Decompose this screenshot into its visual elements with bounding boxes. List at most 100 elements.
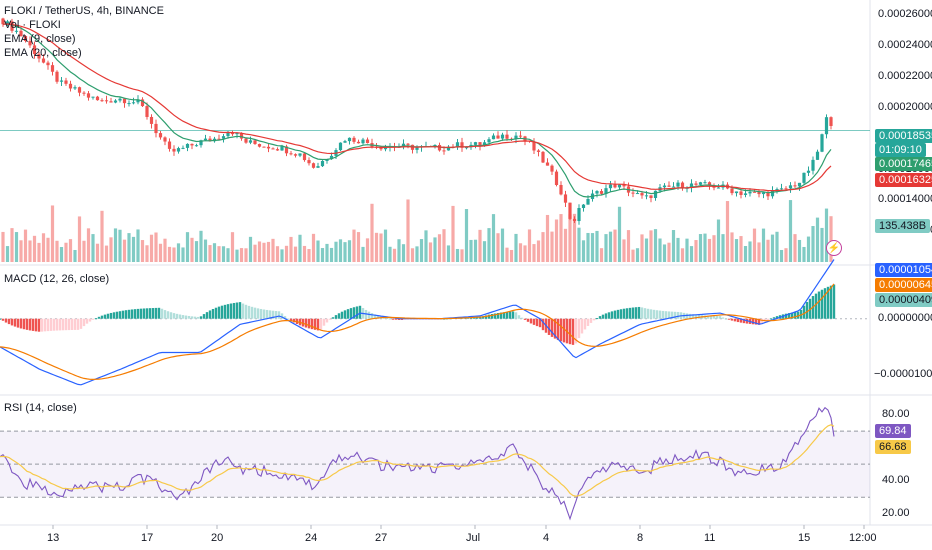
macd-histogram-bar (496, 312, 500, 319)
macd-histogram-bar (82, 318, 86, 327)
time-axis-label: 4 (543, 532, 550, 544)
macd-histogram-bar (91, 318, 95, 320)
macd-histogram-bar (568, 318, 572, 345)
macd-histogram-bar (139, 308, 143, 319)
macd-legend[interactable]: MACD (12, 26, close) (4, 273, 110, 285)
macd-histogram-bar (481, 316, 485, 319)
macd-histogram-bar (130, 309, 134, 319)
macd-histogram-bar (646, 308, 650, 319)
volume-bar (500, 228, 505, 262)
volume-bar (320, 248, 325, 262)
macd-histogram-bar (520, 317, 524, 319)
candle (113, 99, 118, 104)
candle (802, 172, 806, 186)
macd-histogram-bar (31, 318, 35, 331)
macd-histogram-bar (112, 312, 116, 319)
volume-bar (91, 234, 95, 262)
candle (653, 190, 658, 201)
candle (302, 152, 307, 162)
macd-histogram-bar (769, 318, 773, 320)
candle (262, 146, 266, 148)
macd-histogram-bar (556, 318, 560, 341)
volume-bar (284, 245, 289, 262)
candle (145, 102, 149, 120)
volume-bar (50, 205, 55, 262)
macd-histogram-bar (535, 318, 539, 327)
macd-histogram-bar (805, 302, 809, 319)
candle (595, 190, 599, 198)
macd-histogram-bar (643, 308, 647, 319)
candle (815, 149, 820, 160)
macd-histogram-bar (373, 314, 377, 319)
volume-bar (23, 229, 28, 262)
macd-histogram-bar (487, 314, 491, 319)
macd-histogram-bar (157, 307, 161, 319)
volume-bar (793, 234, 797, 262)
volume-bar (509, 249, 514, 262)
macd-histogram-bar (766, 318, 770, 320)
volume-bar (424, 230, 428, 262)
volume-bar (343, 242, 347, 262)
macd-histogram-bar (325, 318, 329, 323)
candle (154, 119, 158, 138)
volume-bar (190, 237, 194, 262)
macd-line-tag: 0.00001054 (875, 263, 932, 277)
macd-histogram-bar (205, 312, 209, 319)
volume-bar (527, 229, 532, 262)
candle (176, 146, 181, 154)
volume-bar (361, 246, 365, 262)
macd-histogram-bar (625, 308, 629, 319)
macd-histogram-bar (541, 318, 545, 331)
volume-bar (595, 230, 599, 262)
volume-bar (194, 241, 199, 262)
macd-histogram-bar (793, 312, 797, 319)
macd-histogram-bar (742, 318, 746, 324)
candle (316, 162, 320, 168)
macd-histogram-bar (622, 308, 626, 319)
candle (550, 164, 554, 175)
macd-histogram-bar (85, 318, 89, 324)
macd-histogram-bar (634, 307, 638, 319)
candle (289, 150, 293, 156)
candle (491, 133, 496, 140)
legend-ema20[interactable]: EMA (20, close) (4, 47, 82, 59)
volume-bar (410, 248, 415, 262)
volume-bar (698, 234, 703, 262)
rsi-legend[interactable]: RSI (14, close) (4, 402, 77, 414)
macd-histogram-bar (253, 307, 257, 319)
macd-histogram-bar (586, 318, 590, 326)
legend-ema9[interactable]: EMA (9, close) (4, 33, 76, 45)
macd-histogram-bar (661, 310, 665, 319)
volume-bar (19, 240, 23, 262)
macd-histogram-bar (322, 318, 326, 326)
lightning-icon[interactable]: ⚡ (826, 240, 842, 256)
volume-bar (226, 248, 230, 262)
price-axis-label: 0.00024000 (878, 39, 932, 52)
volume-bar (532, 244, 536, 262)
macd-histogram-bar (808, 298, 812, 319)
candle (806, 166, 811, 177)
chart-grid (0, 0, 932, 526)
volume-bar (86, 228, 91, 262)
main-legend: FLOKI / TetherUS, 4h, BINANCE Vol · FLOK… (4, 4, 164, 60)
volume-bar (586, 232, 590, 262)
volume-bar (437, 234, 442, 262)
volume-bar (505, 247, 509, 262)
volume-bar (55, 240, 59, 262)
macd-histogram-bar (190, 316, 194, 319)
candle (91, 96, 95, 100)
macd-histogram-bar (493, 313, 497, 319)
symbol-header[interactable]: FLOKI / TetherUS, 4h, BINANCE (4, 5, 164, 17)
macd-histogram-bar (616, 309, 620, 319)
legend-volume[interactable]: Vol · FLOKI (4, 19, 61, 31)
rsi-ma-line (0, 424, 835, 497)
volume-bar (667, 242, 671, 262)
volume-bar (262, 242, 266, 262)
macd-histogram-bar (598, 316, 602, 319)
volume-bar (491, 214, 496, 262)
macd-histogram-bar (214, 307, 218, 319)
volume-bar (635, 248, 640, 262)
volume-bar (415, 246, 419, 262)
candle (163, 136, 167, 146)
